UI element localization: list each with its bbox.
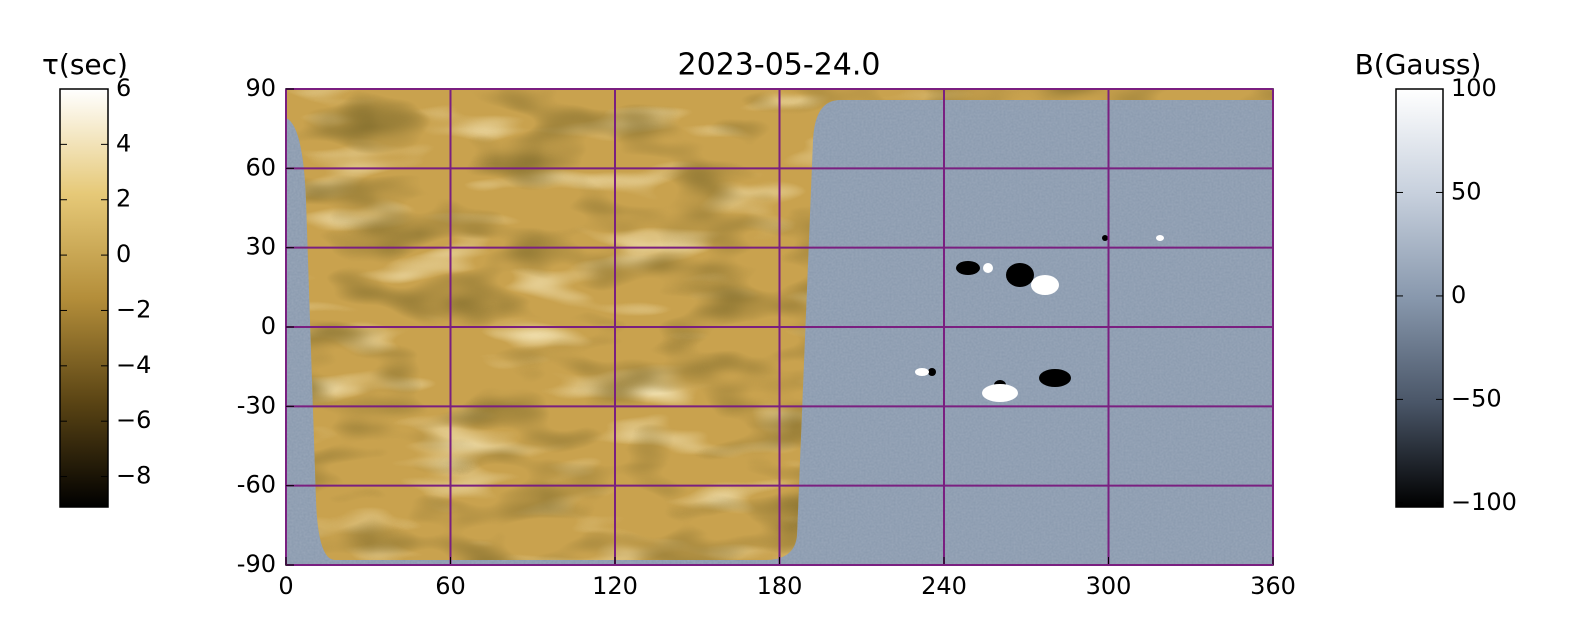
y-tick-label: 90 [245,74,276,102]
x-tick-label: 60 [435,572,466,600]
colorbar [1395,88,1444,508]
colorbar-tick-label: −8 [116,462,151,490]
colorbar-tick-label: −4 [116,351,151,379]
colorbar-label: τ(sec) [42,48,128,81]
colorbar-tick-label: −50 [1451,384,1502,412]
colorbar-tick-label: 50 [1451,177,1482,205]
colorbar-tick-label: −2 [116,295,151,323]
colorbar-tick-label: −6 [116,406,151,434]
chart-title: 2023-05-24.0 [678,48,881,83]
colorbar-tick-label: 6 [116,74,131,102]
y-tick-label: -60 [237,471,276,499]
x-tick-label: 120 [592,572,638,600]
x-tick-label: 0 [278,572,293,600]
colorbar-tick-label: 2 [116,185,131,213]
x-tick-label: 300 [1086,572,1132,600]
colorbar-tick-label: 100 [1451,74,1497,102]
y-tick-label: 60 [245,153,276,181]
y-tick-label: 30 [245,233,276,261]
x-tick-label: 360 [1250,572,1296,600]
colorbar-tick-label: 0 [1451,281,1466,309]
colorbar-tick-label: 4 [116,129,131,157]
colorbar-tick-label: −100 [1451,488,1517,516]
colorbar [59,88,109,508]
colorbar-tick-label: 0 [116,240,131,268]
x-tick-label: 180 [757,572,803,600]
x-tick-label: 240 [921,572,967,600]
y-tick-label: -30 [237,391,276,419]
y-tick-label: -90 [237,550,276,578]
y-tick-label: 0 [261,312,276,340]
colorbar-label: B(Gauss) [1355,48,1482,81]
